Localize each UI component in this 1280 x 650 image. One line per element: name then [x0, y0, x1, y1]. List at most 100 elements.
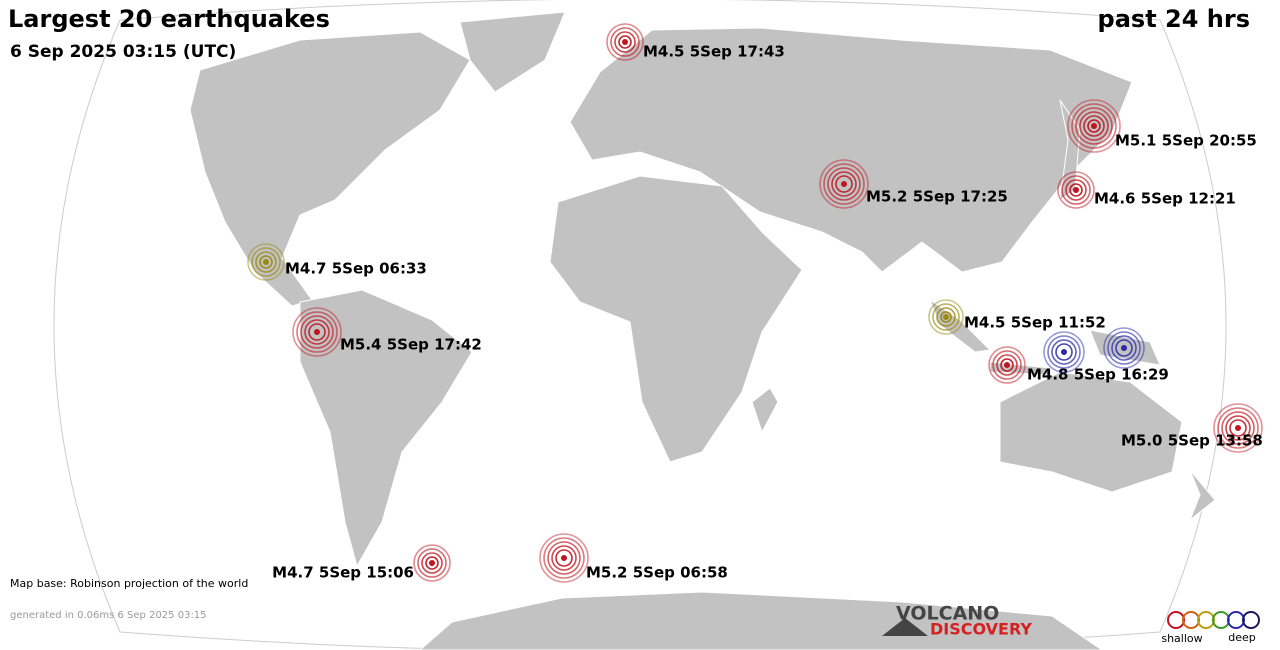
quake-ring [292, 307, 342, 357]
quake-ring [1103, 327, 1145, 369]
quake-ring [551, 545, 577, 571]
logo[interactable]: VOLCANO DISCOVERY [882, 603, 1032, 639]
quake-center [1235, 425, 1241, 431]
quake-ring [1055, 343, 1073, 361]
logo-line2: DISCOVERY [930, 620, 1032, 639]
quake-ring [1067, 99, 1121, 153]
quake-ring [1107, 331, 1141, 365]
quake-center [1091, 123, 1097, 129]
quake-label: M5.0 5Sep 13:58 [1121, 432, 1263, 450]
quake-ring [1083, 115, 1105, 137]
quake-ring [1221, 411, 1255, 445]
quake-ring [413, 544, 451, 582]
quake-marker [1103, 327, 1145, 369]
quake-marker [928, 299, 964, 335]
quake-ring [940, 311, 952, 323]
period: past 24 hrs [1098, 5, 1250, 33]
land [189, 11, 1216, 650]
quake-ring [610, 27, 640, 57]
quake-ring [300, 315, 334, 349]
quake-marker [606, 23, 644, 61]
quake-ring [1051, 339, 1077, 365]
quake-ring [1057, 171, 1095, 209]
quake-center [1121, 345, 1127, 351]
quake-label: M5.1 5Sep 20:55 [1115, 132, 1257, 150]
quake-marker [292, 307, 342, 357]
quake-ring [614, 31, 636, 53]
quake-ring [831, 171, 857, 197]
quake-ring [932, 303, 960, 331]
quake-ring [1087, 119, 1101, 133]
quake-marker [413, 544, 451, 582]
quake-center [429, 560, 435, 566]
quake-ring [1217, 407, 1259, 449]
quake-ring [835, 175, 853, 193]
quake-label: M4.6 5Sep 12:21 [1094, 190, 1236, 208]
quake-ring [1115, 339, 1133, 357]
quake-ring [547, 541, 581, 575]
quake-center [314, 329, 320, 335]
quake-ring [555, 549, 573, 567]
quake-ring [1043, 331, 1085, 373]
quake-marker [1067, 99, 1121, 153]
quake-marker [1213, 403, 1263, 453]
quake-label: M5.4 5Sep 17:42 [340, 336, 482, 354]
quake-center [1061, 349, 1067, 355]
title: Largest 20 earthquakes [8, 5, 330, 33]
quake-ring [1079, 111, 1109, 141]
quake-label: M4.7 5Sep 15:06 [272, 564, 414, 582]
quake-marker [819, 159, 869, 209]
quake-ring [988, 346, 1026, 384]
quake-ring [308, 323, 326, 341]
quake-ring [1065, 179, 1087, 201]
depth-legend: shallow deep [1161, 611, 1260, 645]
quake-ring [425, 556, 439, 570]
quake-ring [417, 548, 447, 578]
quake-ring [1229, 419, 1247, 437]
quake-ring [996, 354, 1018, 376]
quake-ring [1000, 358, 1014, 372]
quake-center [1004, 362, 1010, 368]
quake-ring [819, 159, 869, 209]
quake-label: M5.2 5Sep 06:58 [586, 564, 728, 582]
logo-icon [882, 618, 928, 636]
quake-label: M5.2 5Sep 17:25 [866, 188, 1008, 206]
quake-ring [304, 319, 330, 345]
quake-ring [618, 35, 632, 49]
quake-ring [992, 350, 1022, 380]
quake-center [622, 39, 628, 45]
quake-ring [936, 307, 956, 327]
quake-ring [1075, 107, 1113, 145]
quake-ring [1225, 415, 1251, 441]
quake-ring [1069, 183, 1083, 197]
quake-ring [1047, 335, 1081, 369]
quake-ring [1213, 403, 1263, 453]
legend-shallow: shallow [1161, 632, 1202, 645]
quake-ring [543, 537, 585, 579]
quake-ring [251, 247, 281, 277]
map-base-note: Map base: Robinson projection of the wor… [10, 577, 248, 590]
quake-label: M4.7 5Sep 06:33 [285, 260, 427, 278]
quake-ring [255, 251, 277, 273]
timestamp: 6 Sep 2025 03:15 (UTC) [10, 42, 236, 62]
quake-center [841, 181, 847, 187]
quake-marker [1057, 171, 1095, 209]
quake-label: M4.5 5Sep 17:43 [643, 43, 785, 61]
quake-ring [827, 167, 861, 201]
quake-marker [247, 243, 285, 281]
quake-marker [539, 533, 589, 583]
generated-note: generated in 0.06ms 6 Sep 2025 03:15 [10, 610, 207, 621]
quake-marker [988, 346, 1026, 384]
quake-ring [296, 311, 338, 353]
quake-center [1073, 187, 1079, 193]
quake-center [263, 259, 269, 265]
quake-marker [1043, 331, 1085, 373]
quake-ring [1071, 103, 1117, 149]
quake-label: M4.5 5Sep 11:52 [964, 314, 1106, 332]
quake-ring [1111, 335, 1137, 361]
quake-ring [259, 255, 273, 269]
quake-label: M4.8 5Sep 16:29 [1027, 366, 1169, 384]
quake-ring [606, 23, 644, 61]
